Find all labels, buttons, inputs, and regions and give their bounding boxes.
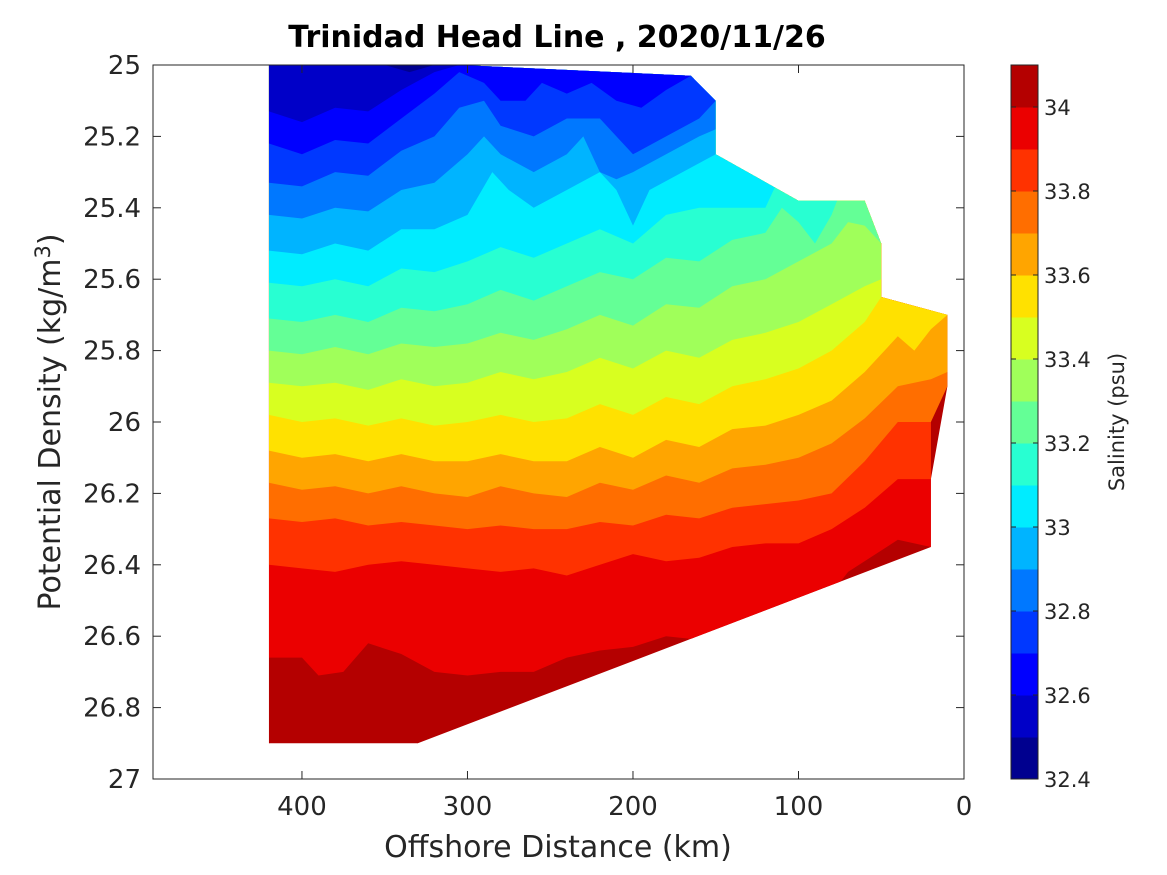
y-axis-label: Potential Density (kg/m3): [31, 233, 68, 610]
colorbar-swatch: [1011, 191, 1038, 234]
y-tick-label: 26.4: [83, 551, 141, 581]
colorbar-swatch: [1011, 233, 1038, 276]
colorbar-tick-label: 33.6: [1044, 264, 1091, 288]
y-tick-label: 25.2: [83, 122, 141, 152]
colorbar-tick-label: 33.2: [1044, 432, 1091, 456]
plot-area: 400 300 200 100 0 25 25.2 25.4 25.6 25.8 26 26.2 26…: [83, 51, 972, 822]
x-tick-label: 100: [774, 792, 824, 822]
y-tick-label: 26.2: [83, 479, 141, 509]
colorbar-swatches: [1011, 65, 1038, 780]
y-tick-label: 25.4: [83, 194, 141, 224]
colorbar-swatch: [1011, 401, 1038, 444]
colorbar-tick-label: 33: [1044, 516, 1071, 540]
y-axis-label-superscript: 3: [31, 245, 55, 258]
y-tick-label: 25.6: [83, 265, 141, 295]
colorbar-swatch: [1011, 695, 1038, 738]
colorbar-swatch: [1011, 359, 1038, 402]
colorbar-swatch: [1011, 107, 1038, 150]
y-tick-label: 26: [108, 408, 141, 438]
x-axis: 400 300 200 100 0: [277, 65, 972, 822]
y-tick-label: 27: [108, 765, 141, 795]
x-tick-label: 300: [443, 792, 493, 822]
colorbar-swatch: [1011, 527, 1038, 570]
colorbar-swatch: [1011, 569, 1038, 612]
x-axis-label: Offshore Distance (km): [384, 830, 732, 865]
colorbar-swatch: [1011, 65, 1038, 108]
y-axis-label-close: ): [33, 233, 68, 245]
colorbar-swatch: [1011, 443, 1038, 486]
y-tick-label: 25: [108, 51, 141, 81]
y-axis: 25 25.2 25.4 25.6 25.8 26 26.2 26.4 26.6 26.8 27: [83, 51, 964, 795]
colorbar-swatch: [1011, 611, 1038, 654]
x-tick-label: 400: [277, 792, 327, 822]
chart-title: Trinidad Head Line , 2020/11/26: [288, 20, 825, 55]
colorbar-swatch: [1011, 485, 1038, 528]
colorbar-tick-label: 34: [1044, 96, 1071, 120]
colorbar-swatch: [1011, 275, 1038, 318]
contour-band: [384, 65, 435, 73]
colorbar-swatch: [1011, 737, 1038, 780]
colorbar-tick-label: 32.4: [1044, 768, 1091, 792]
colorbar-tick-label: 32.8: [1044, 600, 1091, 624]
y-axis-label-main: Potential Density (kg/m: [33, 259, 68, 611]
y-tick-label: 25.8: [83, 337, 141, 367]
colorbar-ticks: 32.4 32.6 32.8 33 33.2 33.4 33.6 33.8 34: [1011, 96, 1091, 792]
x-tick-label: 200: [608, 792, 658, 822]
y-tick-label: 26.6: [83, 622, 141, 652]
colorbar-swatch: [1011, 317, 1038, 360]
colorbar-label: Salinity (psu): [1105, 353, 1129, 491]
colorbar-swatch: [1011, 653, 1038, 696]
x-tick-label: 0: [956, 792, 973, 822]
colorbar-tick-label: 32.6: [1044, 684, 1091, 708]
colorbar: 32.4 32.6 32.8 33 33.2 33.4 33.6 33.8 34 Salinit…: [1010, 64, 1129, 792]
y-tick-label: 26.8: [83, 694, 141, 724]
colorbar-frame: [1010, 64, 1039, 780]
colorbar-tick-label: 33.4: [1044, 348, 1091, 372]
contour-band: [268, 65, 460, 123]
colorbar-tick-label: 33.8: [1044, 180, 1091, 204]
colorbar-swatch: [1011, 149, 1038, 192]
